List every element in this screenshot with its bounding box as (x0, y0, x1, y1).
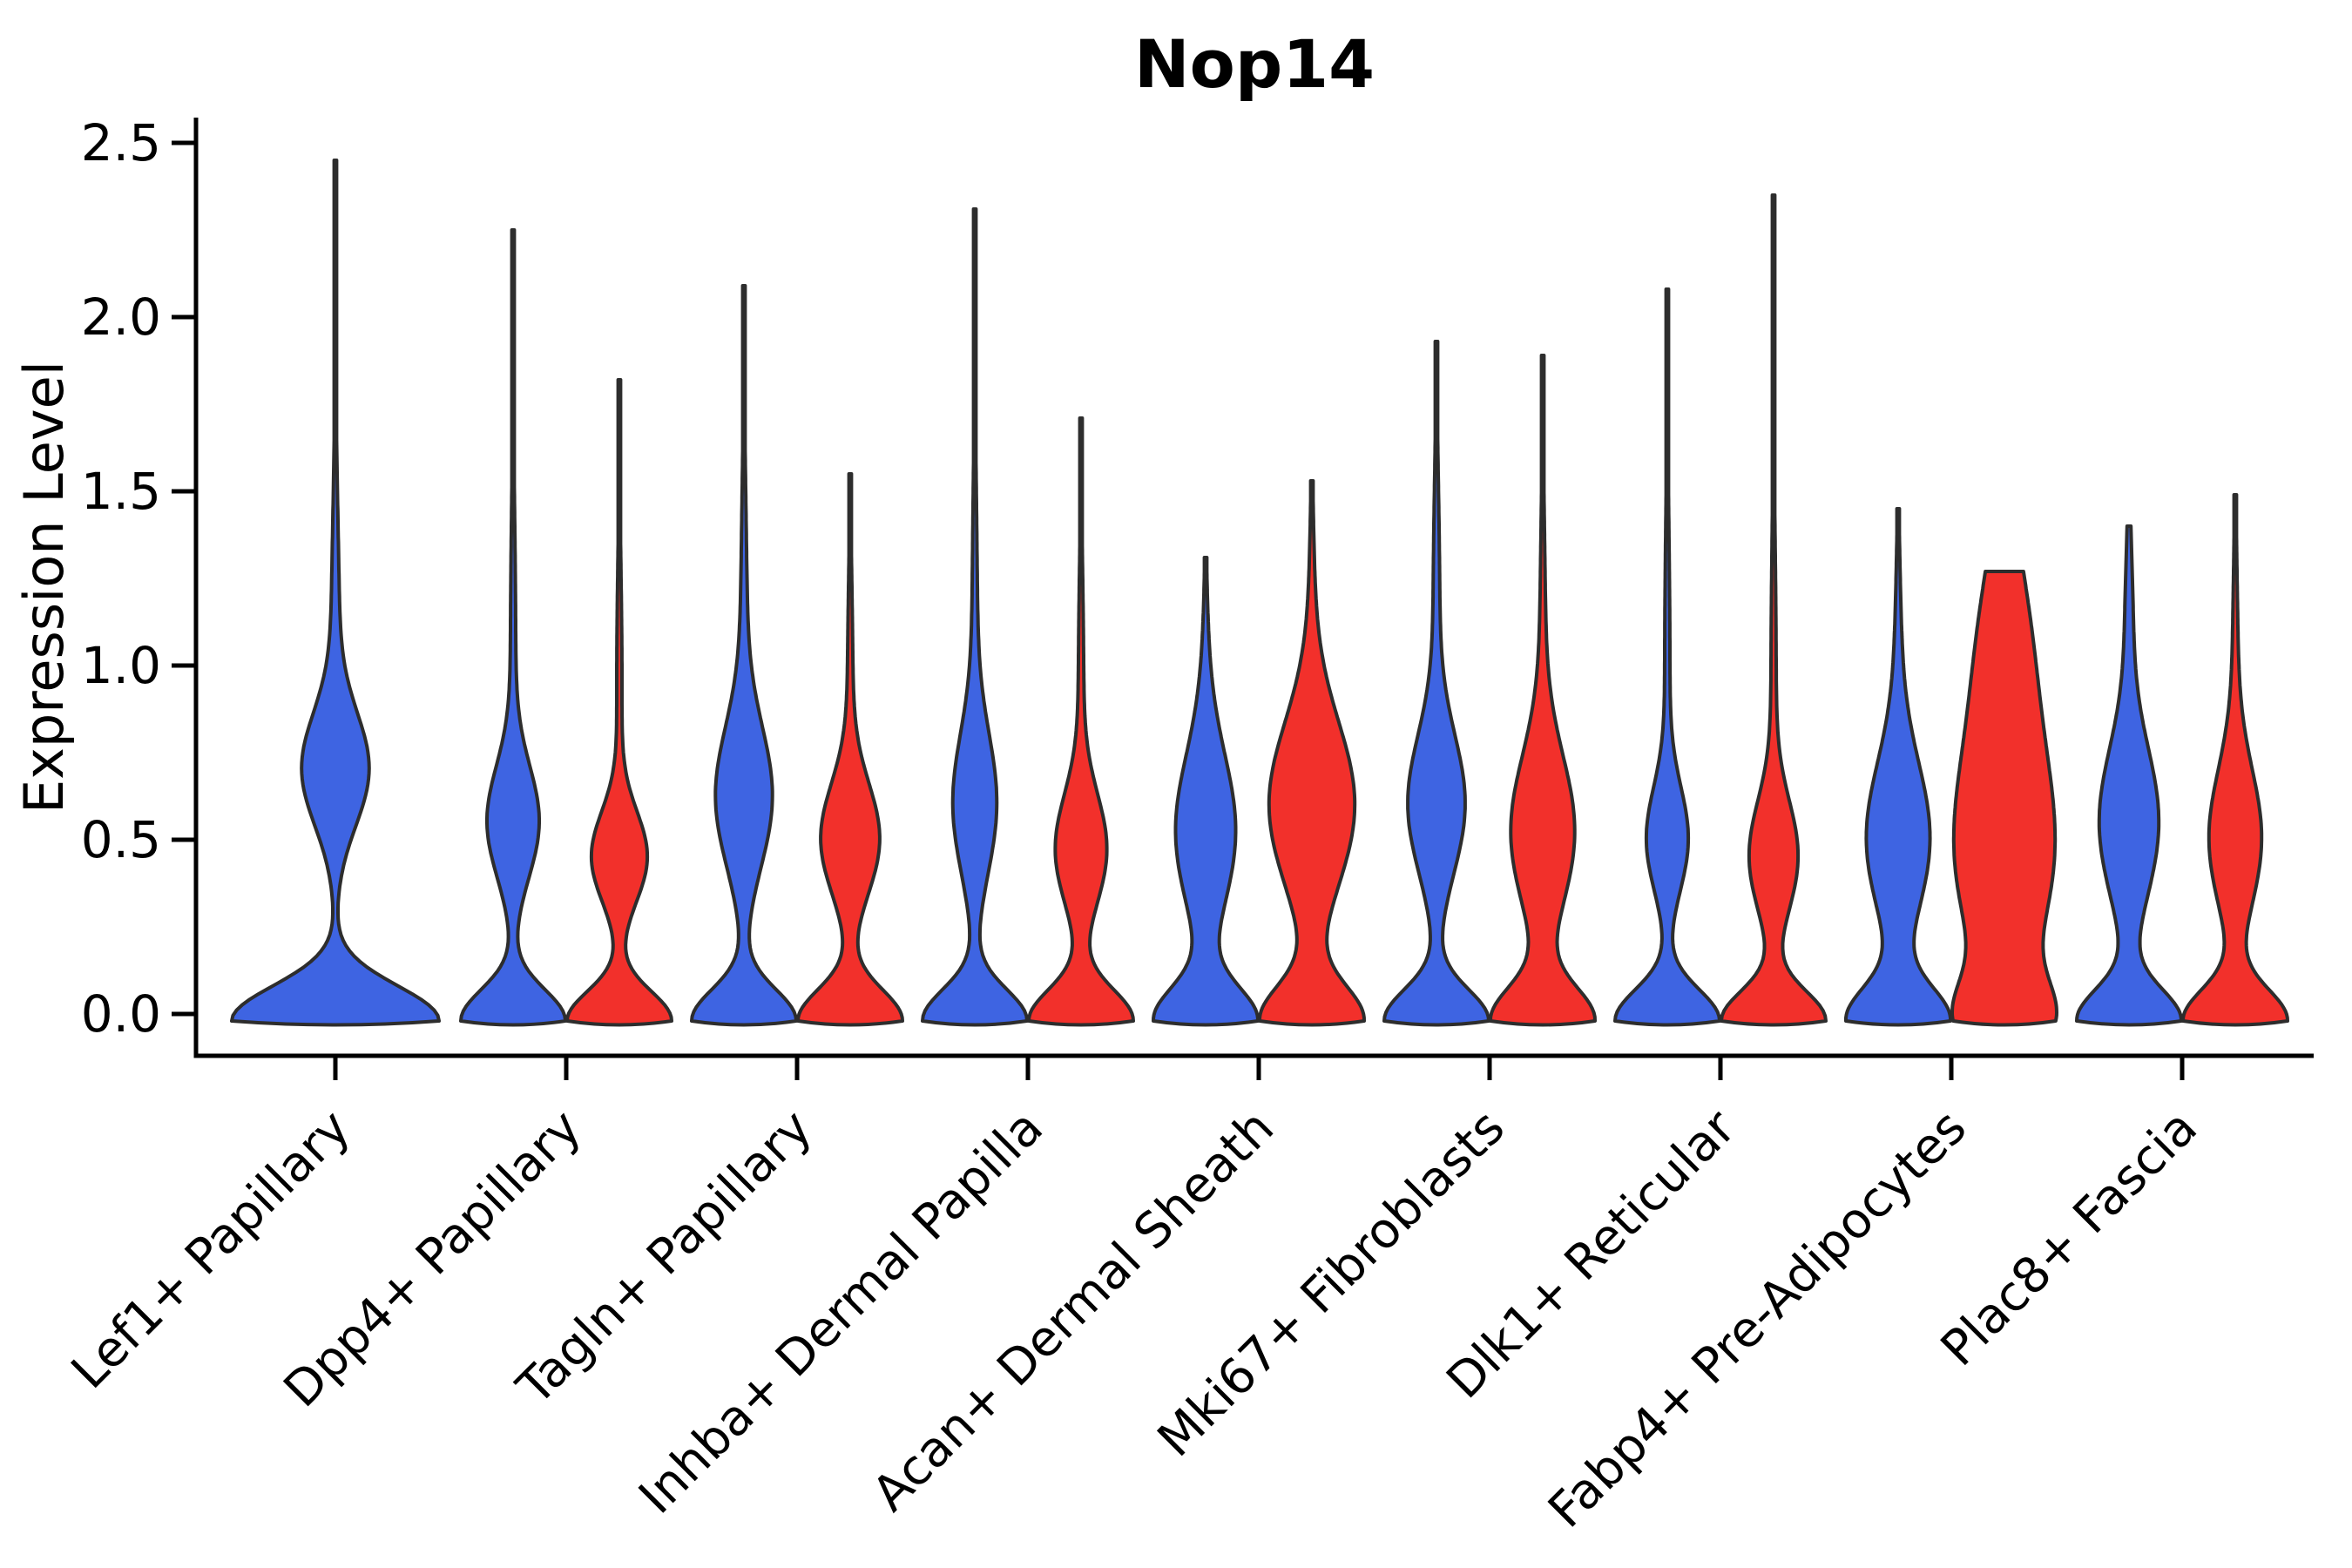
violin-tagln-papillary-blue (690, 284, 798, 1027)
y-axis-label: Expression Level (12, 361, 76, 814)
violin-dpp4-papillary-blue (459, 228, 567, 1027)
violin-dlk1-reticular-blue (1613, 287, 1721, 1027)
violin-inhba-dermal-papilla-blue (921, 207, 1029, 1027)
plot-title: Nop14 (1134, 25, 1375, 103)
violin-fabp4-pre-adipocytes-red (1950, 570, 2058, 1027)
y-tick-label-0.5: 0.5 (81, 810, 161, 869)
x-tick-label-inhba-dermal-papilla: Inhba+ Dermal Papilla (628, 1099, 1054, 1525)
y-tick-label-0.0: 0.0 (81, 984, 161, 1044)
violin-plac8-fascia-blue (2075, 524, 2183, 1027)
y-tick-label-2.0: 2.0 (81, 287, 161, 347)
axes-layer (172, 118, 2314, 1080)
y-tick-label-1.0: 1.0 (81, 636, 161, 695)
violin-dpp4-papillary-red (565, 378, 673, 1027)
violin-tagln-papillary-red (796, 472, 904, 1027)
violin-dlk1-reticular-red (1720, 193, 1828, 1027)
violin-fabp4-pre-adipocytes-blue (1844, 507, 1952, 1027)
violin-mki67-fibroblasts-red (1489, 354, 1597, 1027)
y-tick-label-1.5: 1.5 (81, 462, 161, 521)
y-tick-label-2.5: 2.5 (81, 113, 161, 172)
violin-lef1-papillary-blue (230, 159, 441, 1027)
violin-acan-dermal-sheath-red (1258, 479, 1366, 1027)
violin-inhba-dermal-papilla-red (1027, 416, 1135, 1027)
x-tick-label-fabp4-pre-adipocytes: Fabp4+ Pre-Adipocytes (1538, 1099, 1977, 1539)
violin-mki67-fibroblasts-blue (1382, 340, 1490, 1027)
violin-plac8-fascia-red (2181, 493, 2289, 1027)
violins-layer (230, 159, 2289, 1027)
x-tick-label-acan-dermal-sheath: Acan+ Dermal Sheath (862, 1099, 1285, 1523)
violin-acan-dermal-sheath-blue (1152, 556, 1260, 1027)
